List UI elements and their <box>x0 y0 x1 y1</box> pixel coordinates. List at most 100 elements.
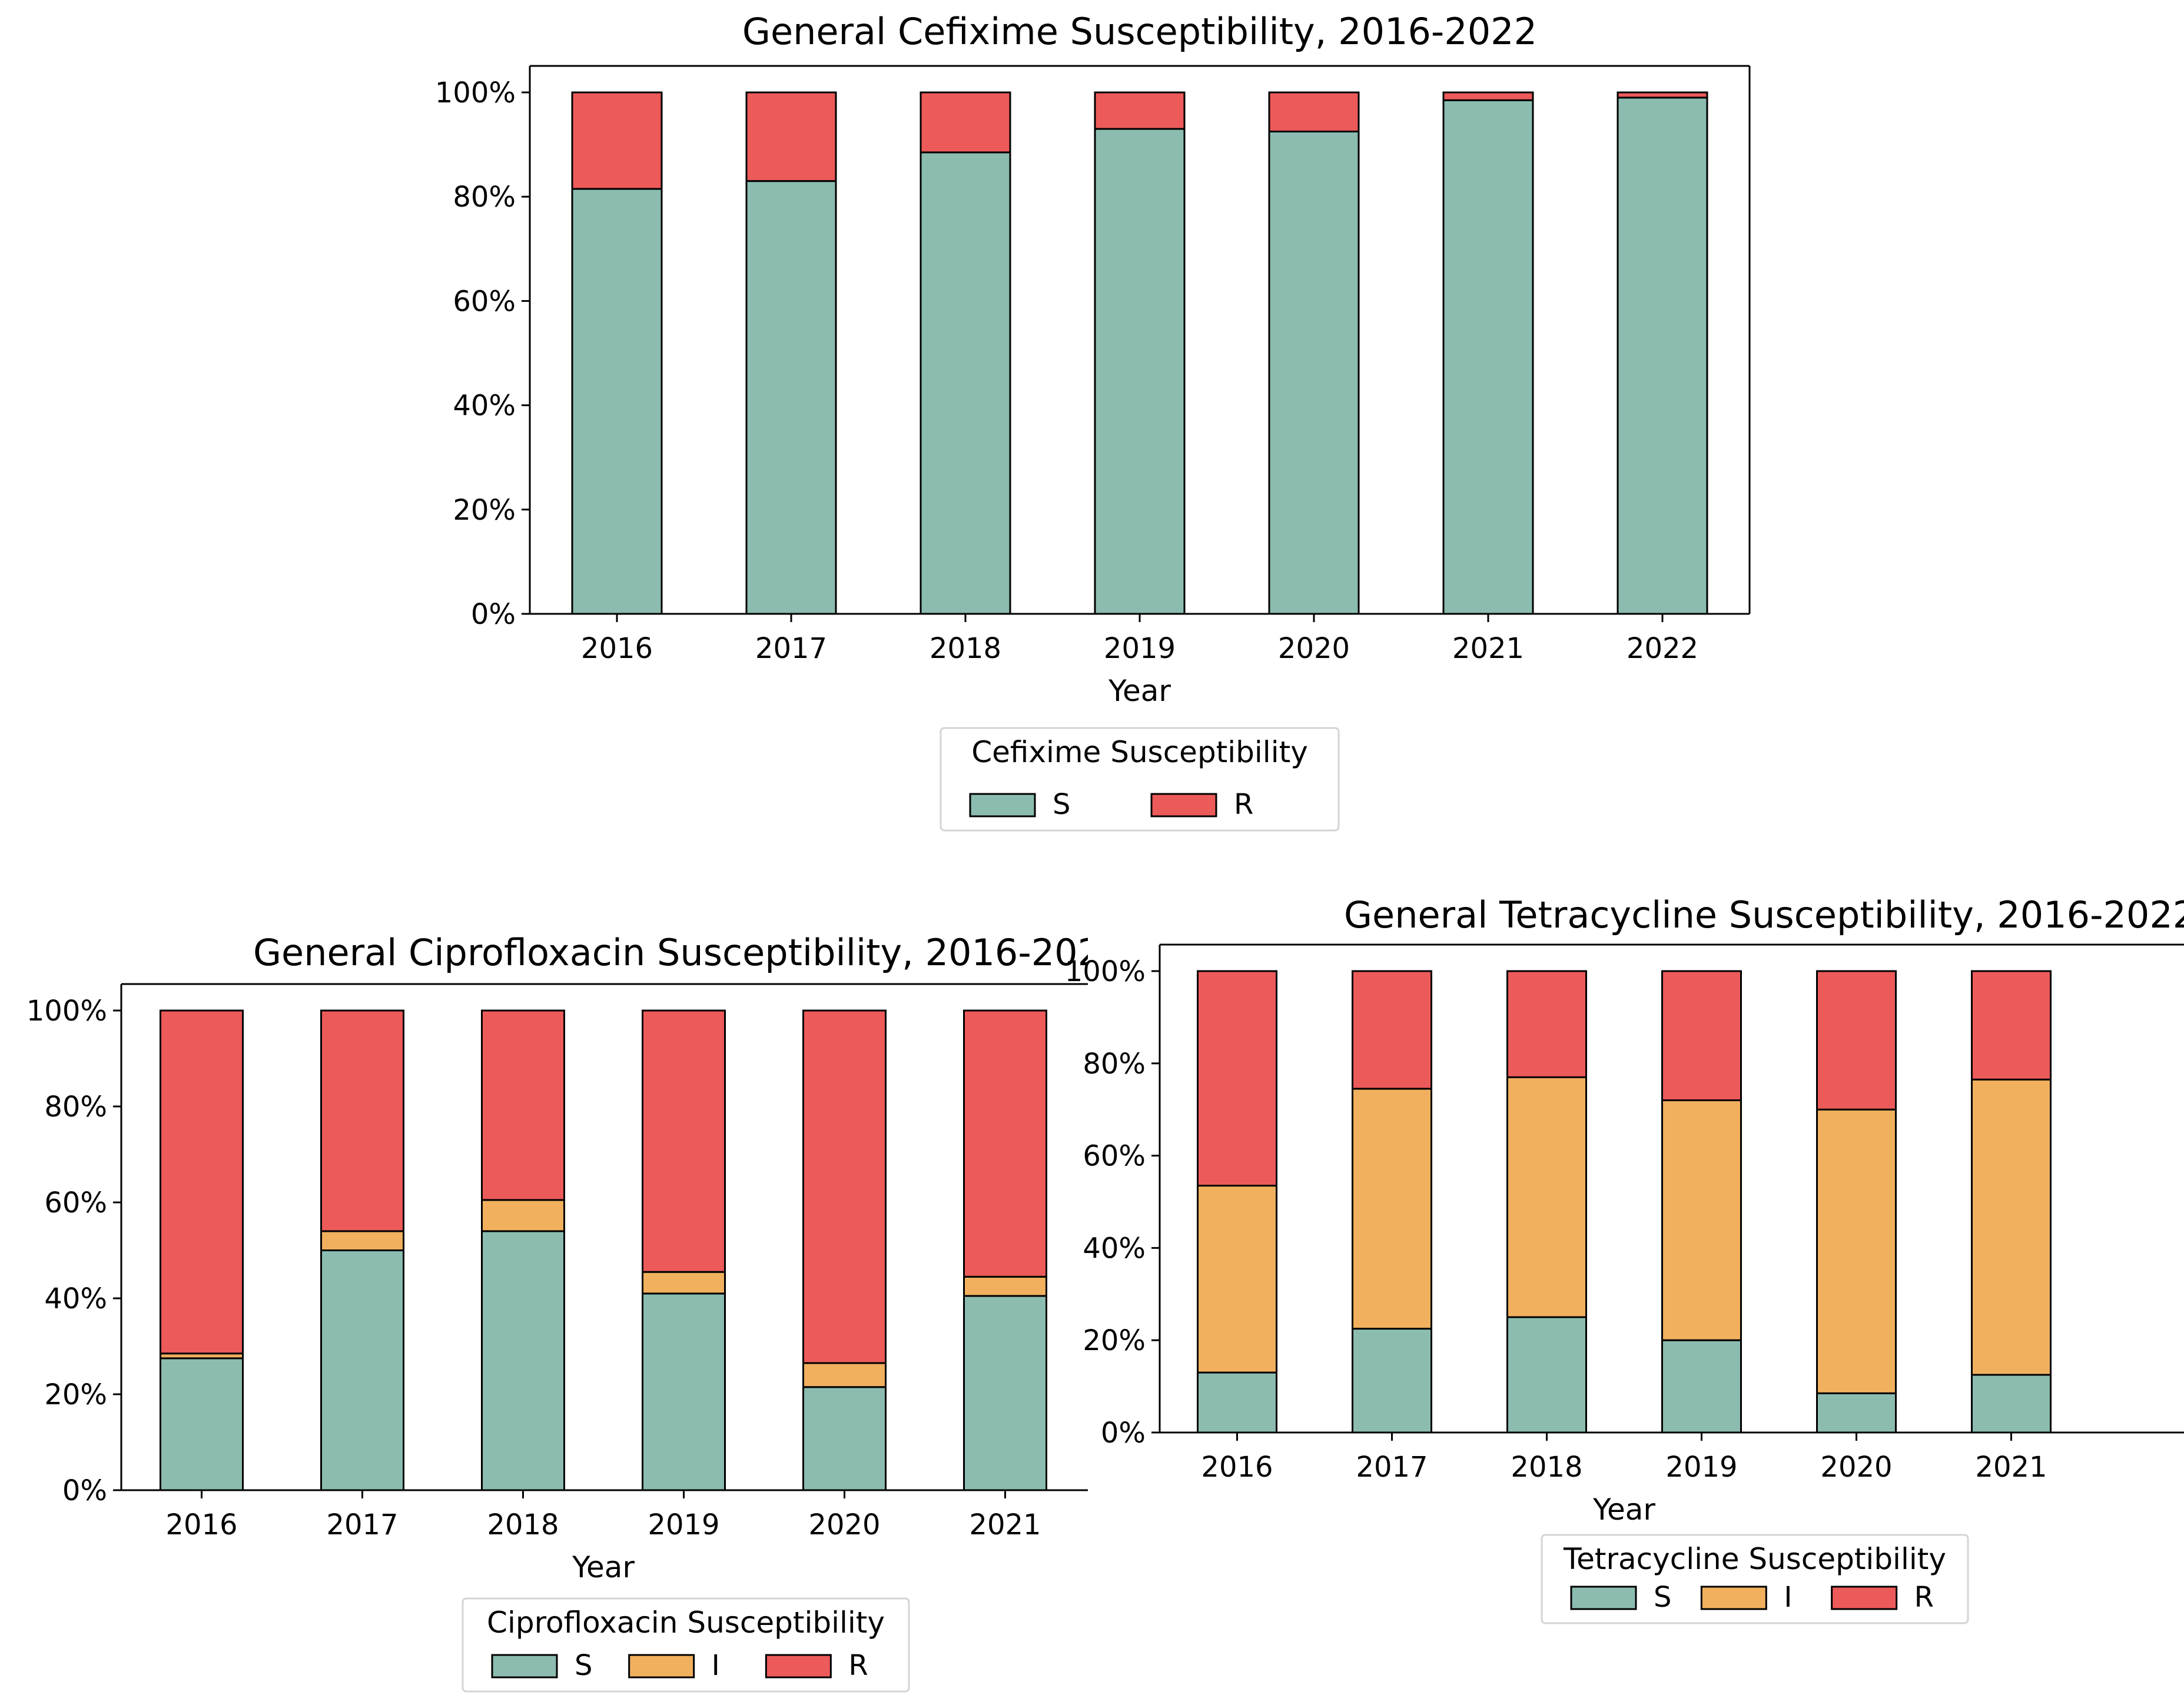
y-tick-label: 100% <box>435 77 516 109</box>
legend-label-i: I <box>1784 1581 1792 1614</box>
x-tick-label: 2016 <box>1201 1451 1273 1484</box>
bar-s-2021 <box>1442 99 1534 615</box>
legend-title: Ciprofloxacin Susceptibility <box>487 1606 885 1640</box>
bar-r-2018 <box>1506 970 1587 1078</box>
x-tick-label: 2020 <box>1820 1451 1892 1484</box>
x-tick-label: 2022 <box>1627 632 1698 665</box>
x-tick-label: 2021 <box>969 1508 1041 1541</box>
bar-s-2018 <box>920 151 1011 615</box>
legend-swatch-s <box>1570 1586 1637 1610</box>
y-tick-label: 0% <box>1101 1417 1146 1450</box>
x-tick-label: 2018 <box>1511 1451 1582 1484</box>
y-tick-label: 40% <box>453 390 516 423</box>
legend-label-s: S <box>1654 1581 1671 1614</box>
legend-swatch-r <box>765 1654 832 1679</box>
bar-r-2016 <box>160 1009 244 1355</box>
x-tick-label: 2018 <box>930 632 1001 665</box>
bar-i-2019 <box>642 1271 726 1295</box>
legend-swatch-r <box>1150 793 1217 817</box>
legend-label-r: R <box>848 1649 868 1682</box>
x-axis-label: Year <box>572 1550 635 1584</box>
x-tick-label: 2018 <box>487 1508 559 1541</box>
bar-i-2016 <box>1197 1185 1277 1374</box>
legend-swatch-i <box>1700 1586 1767 1610</box>
bar-i-2017 <box>320 1230 404 1251</box>
x-axis-label: Year <box>1592 1493 1655 1527</box>
bar-r-2016 <box>571 91 663 190</box>
y-tick-label: 0% <box>62 1474 107 1507</box>
bar-s-2017 <box>1352 1328 1432 1434</box>
bar-r-2017 <box>1352 970 1432 1090</box>
bar-i-2019 <box>1661 1099 1742 1341</box>
chart-1: General Cefixime Susceptibility, 2016-20… <box>435 10 1751 832</box>
bar-i-2018 <box>1506 1076 1587 1318</box>
bar-s-2020 <box>802 1386 887 1491</box>
legend-label-r: R <box>1234 788 1253 821</box>
x-tick-label: 2016 <box>581 632 653 665</box>
legend: Ciprofloxacin Susceptibility S I R <box>462 1597 910 1693</box>
y-tick-label: 100% <box>26 995 107 1028</box>
bar-r-2021 <box>1442 91 1534 101</box>
bar-r-2018 <box>481 1009 565 1201</box>
bar-s-2018 <box>481 1230 565 1491</box>
y-tick-label: 40% <box>1083 1232 1146 1265</box>
legend-title: Tetracycline Susceptibility <box>1563 1542 1946 1576</box>
bar-r-2020 <box>1816 970 1897 1111</box>
bar-r-2019 <box>642 1009 726 1273</box>
y-tick-label: 20% <box>453 494 516 527</box>
bar-s-2019 <box>1661 1339 1742 1434</box>
legend-swatch-s <box>969 793 1036 817</box>
legend-swatch-i <box>628 1654 695 1679</box>
y-tick-label: 40% <box>44 1282 107 1315</box>
bar-s-2020 <box>1816 1392 1897 1434</box>
legend-title: Cefixime Susceptibility <box>971 735 1308 769</box>
legend-swatch-s <box>491 1654 558 1679</box>
x-tick-label: 2016 <box>165 1508 237 1541</box>
bar-s-2019 <box>1094 128 1186 615</box>
x-tick-label: 2021 <box>1975 1451 2047 1484</box>
bar-s-2016 <box>571 188 663 615</box>
y-tick-label: 80% <box>453 181 516 214</box>
x-tick-label: 2021 <box>1452 632 1524 665</box>
bar-r-2016 <box>1197 970 1277 1187</box>
y-tick-label: 20% <box>44 1378 107 1411</box>
bar-s-2018 <box>1506 1316 1587 1434</box>
bar-r-2019 <box>1661 970 1742 1102</box>
y-tick-label: 60% <box>453 285 516 318</box>
legend-label-s: S <box>1053 788 1070 821</box>
bar-r-2017 <box>320 1009 404 1232</box>
y-tick-label: 80% <box>1083 1048 1146 1081</box>
chart-2: General Ciprofloxacin Susceptibility, 20… <box>26 931 1088 1693</box>
bar-r-2018 <box>920 91 1011 154</box>
x-tick-label: 2019 <box>648 1508 719 1541</box>
bar-r-2020 <box>802 1009 887 1364</box>
x-tick-label: 2017 <box>755 632 827 665</box>
bar-s-2021 <box>1971 1374 2052 1434</box>
x-tick-label: 2019 <box>1104 632 1176 665</box>
y-tick-label: 20% <box>1083 1324 1146 1357</box>
bar-i-2020 <box>1816 1108 1897 1394</box>
bar-s-2022 <box>1617 97 1708 615</box>
bar-i-2021 <box>1971 1078 2052 1376</box>
legend-label-i: I <box>712 1649 720 1682</box>
bar-r-2020 <box>1268 91 1360 132</box>
bar-i-2021 <box>963 1275 1047 1297</box>
bar-r-2017 <box>745 91 837 182</box>
bar-i-2020 <box>802 1362 887 1388</box>
legend-swatch-r <box>1831 1586 1898 1610</box>
bar-i-2017 <box>1352 1088 1432 1330</box>
y-tick-label: 0% <box>471 598 516 631</box>
bar-r-2019 <box>1094 91 1186 130</box>
legend-label-r: R <box>1914 1581 1934 1614</box>
bar-r-2021 <box>963 1009 1047 1278</box>
x-tick-label: 2020 <box>808 1508 880 1541</box>
bar-s-2016 <box>160 1357 244 1491</box>
chart-3: General Tetracycline Susceptibility, 201… <box>1065 893 2184 1624</box>
x-tick-label: 2017 <box>326 1508 398 1541</box>
bar-s-2016 <box>1197 1371 1277 1434</box>
bar-s-2021 <box>963 1295 1047 1491</box>
x-tick-label: 2017 <box>1356 1451 1428 1484</box>
bar-s-2017 <box>745 180 837 615</box>
bar-s-2019 <box>642 1292 726 1491</box>
